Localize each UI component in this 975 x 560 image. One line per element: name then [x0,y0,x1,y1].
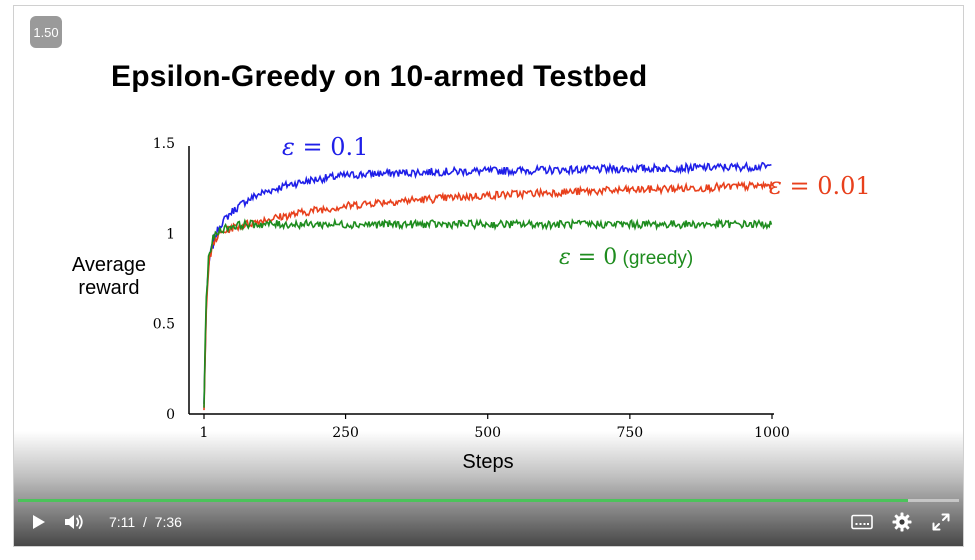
chart-series [203,160,773,411]
y-tick-label: 1.5 [153,136,175,152]
captions-button[interactable] [849,506,875,538]
playback-speed-badge[interactable]: 1.50 [30,16,62,48]
volume-icon [65,515,83,529]
slide-title: Epsilon-Greedy on 10-armed Testbed [111,60,648,93]
duration: 7:36 [154,514,182,530]
seek-bar-progress [18,499,909,502]
player-controls: 7:11 / 7:36 [14,506,963,538]
series-label-2: ε = 0 (greedy) [559,245,693,270]
y-tick-label: 0.5 [153,317,175,333]
x-tick-label: 1000 [754,425,790,441]
settings-button[interactable] [890,506,914,538]
captions-icon [851,514,873,530]
series-line-1 [203,180,773,411]
chart-labels: ε = 0.1 ε = 0.01 ε = 0 (greedy) [282,133,871,270]
seek-bar[interactable] [18,499,959,502]
y-axis-label: reward [78,277,139,299]
series-label-0: ε = 0.1 [282,133,368,161]
x-tick-label: 500 [474,425,501,441]
y-tick-label: 0 [166,407,175,423]
series-line-0 [203,160,772,404]
volume-button[interactable] [62,506,88,538]
play-icon [33,515,45,529]
play-button[interactable] [28,506,50,538]
series-label-1: ε = 0.01 [769,172,871,200]
y-tick-label: 1 [166,226,175,242]
time-separator: / [143,514,147,530]
time-display: 7:11 / 7:36 [109,506,182,538]
gear-icon [892,512,912,532]
series-line-2 [203,217,773,408]
x-tick-label: 1 [200,425,209,441]
x-tick-label: 250 [332,425,359,441]
y-axis-label: Average [72,254,146,276]
fullscreen-expand-icon [932,513,950,531]
fullscreen-button[interactable] [929,506,953,538]
x-axis-label: Steps [462,451,513,473]
current-time: 7:11 [109,514,136,530]
reward-chart: 0 0.5 1 1.5 1 250 500 750 1000 Steps Averagereward… [72,133,871,473]
video-frame[interactable]: 1.50 Epsilon-Greedy on 10-armed Testbed … [13,5,964,547]
x-tick-label: 750 [616,425,643,441]
